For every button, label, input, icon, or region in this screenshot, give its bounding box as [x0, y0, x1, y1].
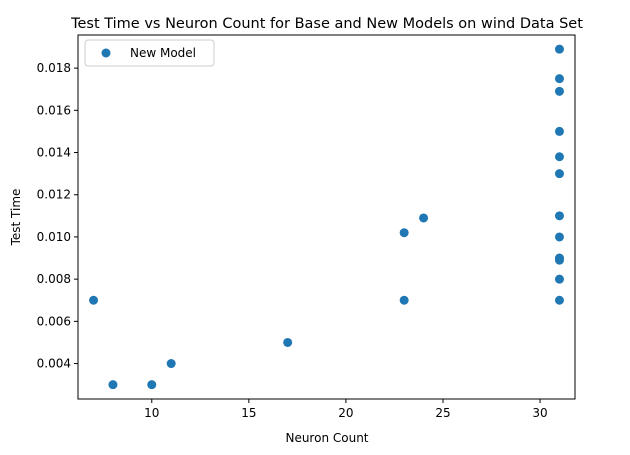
scatter-point [554, 255, 564, 265]
legend-marker [101, 48, 111, 58]
x-tick-label: 20 [338, 406, 353, 420]
y-tick-label: 0.008 [37, 272, 71, 286]
legend-box [84, 39, 215, 67]
data-points [89, 44, 564, 390]
scatter-point [554, 152, 564, 162]
scatter-point [554, 169, 564, 179]
scatter-point [108, 380, 118, 390]
scatter-point [554, 44, 564, 54]
x-tick-label: 15 [241, 406, 256, 420]
y-tick-label: 0.006 [37, 314, 71, 328]
plot-area [77, 34, 576, 400]
scatter-point [554, 86, 564, 96]
x-axis: 10 15 20 25 30 [144, 399, 548, 420]
scatter-point [89, 295, 99, 305]
y-tick-label: 0.016 [37, 103, 71, 117]
scatter-point [283, 337, 293, 347]
scatter-point [419, 213, 429, 223]
x-axis-label: Neuron Count [285, 431, 368, 445]
scatter-point [399, 295, 409, 305]
y-axis-label: Test Time [9, 189, 23, 247]
x-tick-label: 25 [435, 406, 450, 420]
chart-title: Test Time vs Neuron Count for Base and N… [70, 16, 583, 32]
legend-label-new-model: New Model [130, 46, 196, 60]
scatter-point [399, 228, 409, 238]
y-axis: 0.004 0.006 0.008 0.010 0.012 0.014 0.016 0.018 [37, 61, 78, 371]
x-tick-label: 30 [532, 406, 547, 420]
scatter-point [554, 232, 564, 242]
plot-frame [77, 34, 576, 400]
scatter-point [554, 126, 564, 136]
y-tick-label: 0.018 [37, 61, 71, 75]
scatter-point [554, 74, 564, 84]
scatter-point [554, 295, 564, 305]
y-tick-label: 0.012 [37, 188, 71, 202]
y-tick-label: 0.014 [37, 146, 71, 160]
scatter-point [554, 274, 564, 284]
legend: New Model [84, 39, 215, 67]
x-tick-label: 10 [144, 406, 159, 420]
y-tick-label: 0.010 [37, 230, 71, 244]
y-tick-label: 0.004 [37, 357, 71, 371]
scatter-point [147, 380, 157, 390]
scatter-point [554, 211, 564, 221]
scatter-point [166, 359, 176, 369]
